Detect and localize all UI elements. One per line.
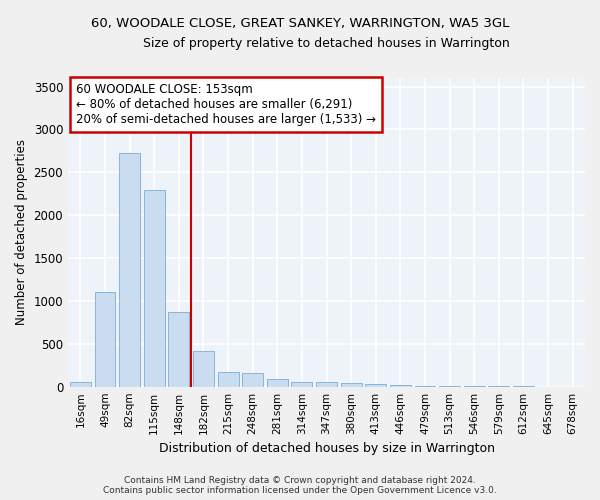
Bar [267, 379, 288, 386]
Bar [95, 292, 115, 386]
Bar [70, 382, 91, 386]
X-axis label: Distribution of detached houses by size in Warrington: Distribution of detached houses by size … [158, 442, 494, 455]
Bar [144, 190, 164, 386]
Y-axis label: Number of detached properties: Number of detached properties [15, 140, 28, 326]
Bar [390, 385, 411, 386]
Title: Size of property relative to detached houses in Warrington: Size of property relative to detached ho… [143, 38, 510, 51]
Bar [365, 384, 386, 386]
Text: 60, WOODALE CLOSE, GREAT SANKEY, WARRINGTON, WA5 3GL: 60, WOODALE CLOSE, GREAT SANKEY, WARRING… [91, 18, 509, 30]
Bar [193, 350, 214, 386]
Bar [316, 382, 337, 386]
Bar [242, 373, 263, 386]
Text: Contains HM Land Registry data © Crown copyright and database right 2024.
Contai: Contains HM Land Registry data © Crown c… [103, 476, 497, 495]
Bar [218, 372, 239, 386]
Bar [341, 384, 362, 386]
Bar [119, 152, 140, 386]
Text: 60 WOODALE CLOSE: 153sqm
← 80% of detached houses are smaller (6,291)
20% of sem: 60 WOODALE CLOSE: 153sqm ← 80% of detach… [76, 82, 376, 126]
Bar [292, 382, 313, 386]
Bar [169, 312, 189, 386]
